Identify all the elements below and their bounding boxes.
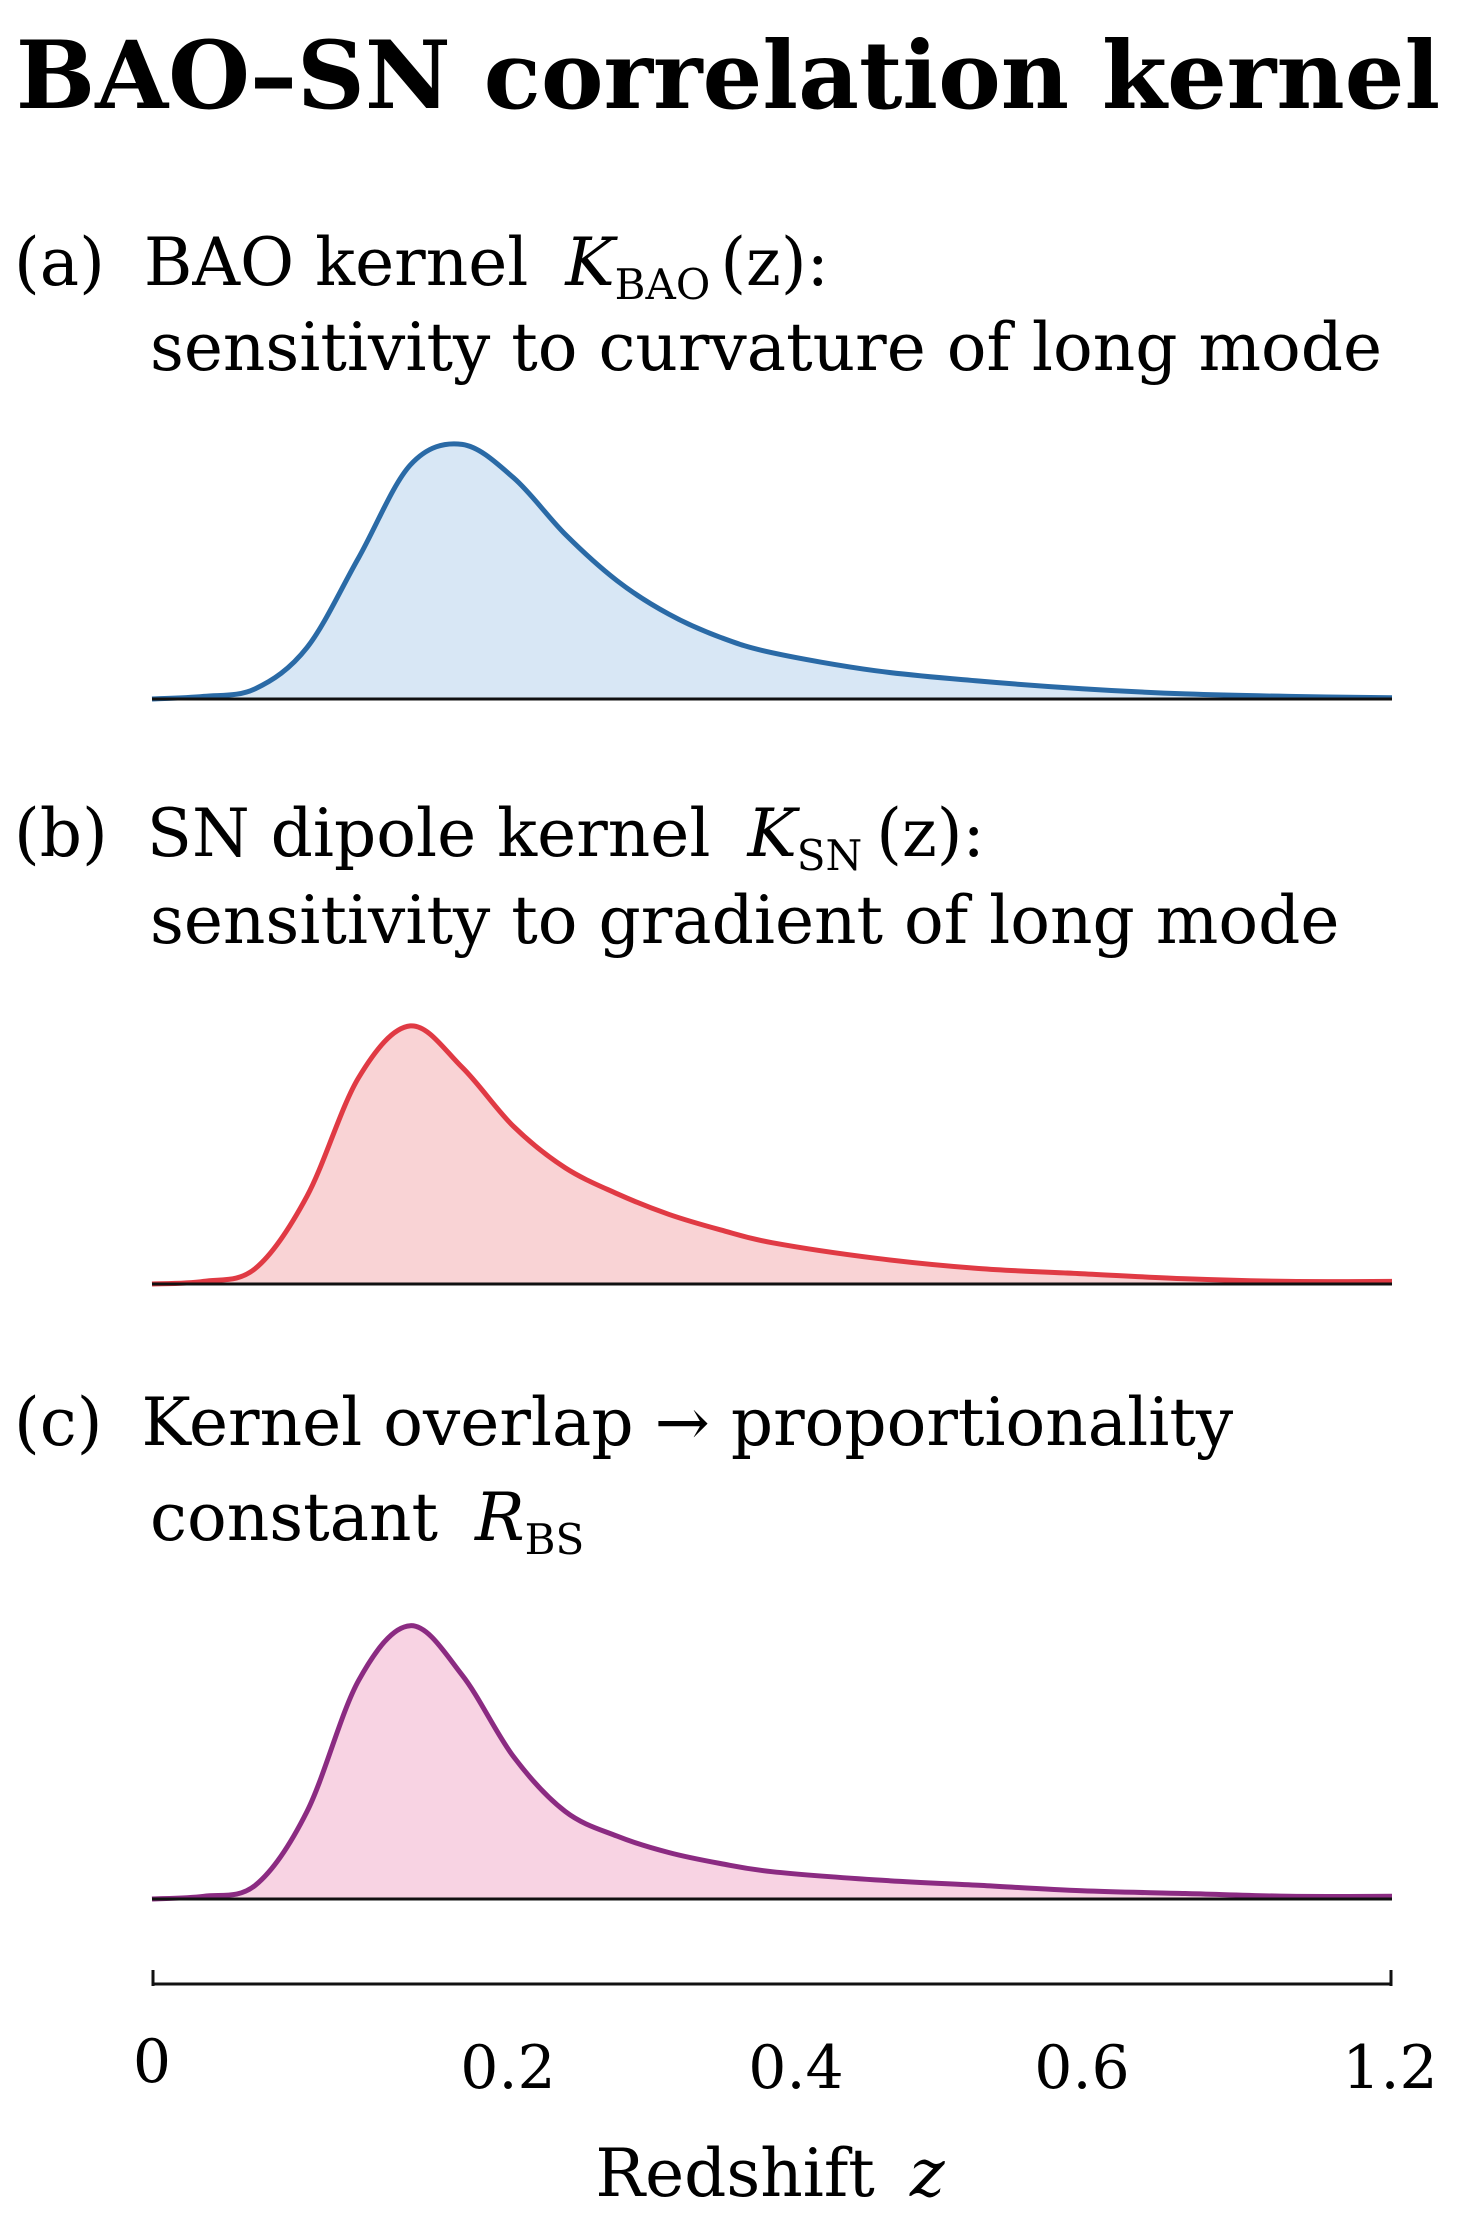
panel-b-tag: (b)	[14, 795, 108, 872]
panel-a-tag: (a)	[14, 224, 105, 301]
x-tick-label-1: 0.2	[460, 2033, 555, 2103]
panel-c-symbol: R	[474, 1479, 525, 1556]
chart-title: BAO–SN correlation kernel	[16, 21, 1440, 131]
panel-a-fill	[152, 443, 1392, 699]
panel-c-tag: (c)	[14, 1384, 102, 1461]
panel-c: (c) Kernel overlap → proportionality con…	[14, 1384, 1393, 1902]
x-tick-label-0: 0	[133, 2027, 171, 2097]
panel-b-arg: (z):	[876, 795, 985, 872]
panel-b-fill	[152, 1025, 1392, 1284]
panel-b-label: (b) SN dipole kernel KSN (z):	[14, 795, 985, 880]
panel-b: (b) SN dipole kernel KSN (z): sensitivity…	[14, 795, 1393, 1287]
panel-c-curve	[151, 1623, 1393, 1902]
x-tick-label-3: 0.6	[1034, 2033, 1129, 2103]
x-axis: 0 0.2 0.4 0.6 1.2 Redshift z	[133, 1970, 1438, 2212]
panel-a-subscript: BAO	[615, 260, 711, 309]
x-tick-label-4: 1.2	[1342, 2033, 1437, 2103]
panel-c-line2: constant RBS	[150, 1479, 584, 1564]
panel-c-label: (c) Kernel overlap → proportionality	[14, 1384, 1234, 1461]
x-axis-label: Redshift z	[595, 2135, 945, 2212]
panel-a-arg: (z):	[720, 224, 829, 301]
x-axis-symbol: z	[909, 2135, 946, 2212]
panel-a-label: (a) BAO kernel KBAO (z):	[14, 224, 829, 309]
panel-c-fill	[152, 1625, 1392, 1899]
panel-a: (a) BAO kernel KBAO (z): sensitivity to c…	[14, 224, 1393, 702]
panel-b-symbol: K	[746, 795, 800, 872]
panel-c-subscript: BS	[525, 1515, 585, 1564]
panel-a-curve	[151, 441, 1393, 702]
x-tick-label-2: 0.4	[748, 2033, 843, 2103]
panel-b-subscript: SN	[797, 831, 863, 880]
panel-a-symbol: K	[564, 224, 618, 301]
panel-b-line2: sensitivity to gradient of long mode	[150, 882, 1339, 959]
panel-a-line2: sensitivity to curvature of long mode	[150, 309, 1382, 386]
panel-b-curve	[151, 1023, 1393, 1287]
